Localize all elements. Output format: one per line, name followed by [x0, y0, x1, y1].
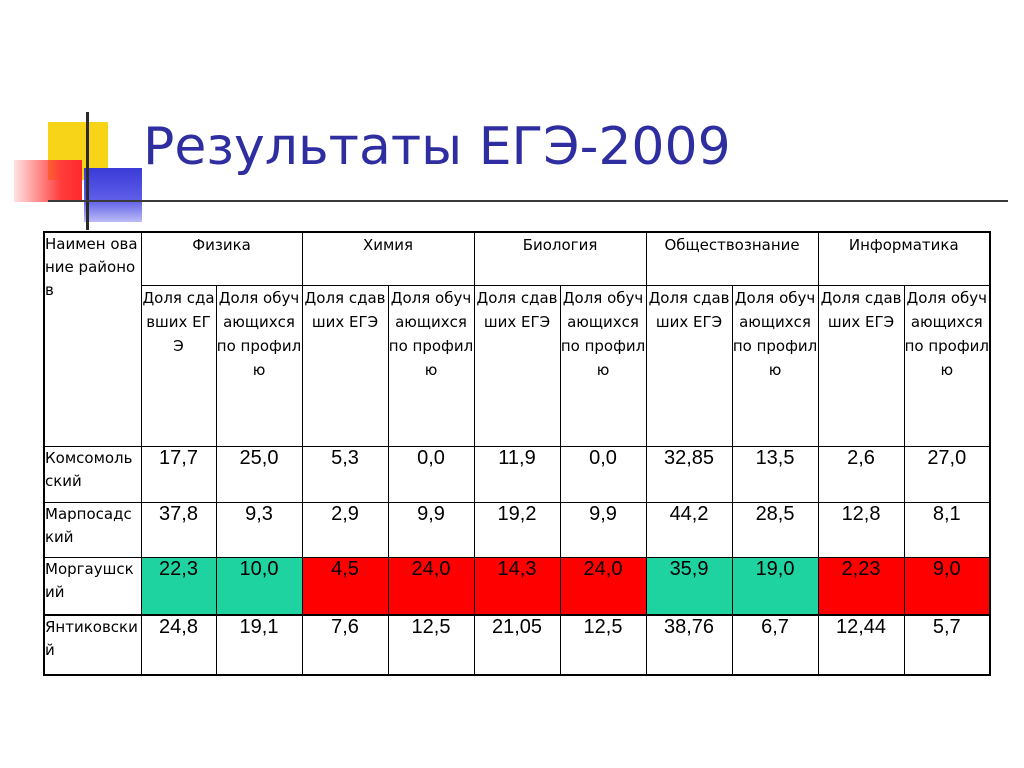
subheader-share-taken: Доля сдавших ЕГЭ: [473, 285, 561, 447]
value-cell: 9,9: [387, 502, 475, 558]
value-cell: 44,2: [645, 502, 733, 558]
value-cell: 38,76: [645, 614, 733, 676]
value-cell: 5,3: [301, 446, 389, 503]
value-cell: 27,0: [903, 446, 991, 503]
logo-blue-square: [84, 168, 142, 222]
value-cell: 7,6: [301, 614, 389, 676]
subject-header: Химия: [301, 231, 475, 286]
subheader-share-profile: Доля обучающихся по профилю: [559, 285, 647, 447]
column-header-district: Наимен ование районов: [43, 231, 142, 447]
table-row: Моргаушский 22,3 10,0 4,5 24,0 14,3 24,0 35,9 19…: [43, 557, 991, 616]
subheader-share-profile: Доля обучающихся по профилю: [387, 285, 475, 447]
value-cell: 13,5: [731, 446, 819, 503]
value-cell: 5,7: [903, 614, 991, 676]
value-cell: 32,85: [645, 446, 733, 503]
subheader-share-taken: Доля сдавших ЕГЭ: [817, 285, 905, 447]
value-cell: 12,44: [817, 614, 905, 676]
subheader-share-taken: Доля сдавших ЕГЭ: [645, 285, 733, 447]
district-name: Марпосадский: [43, 502, 142, 558]
value-cell: 24,8: [140, 614, 217, 676]
table-body: Комсомольский 17,7 25,0 5,3 0,0 11,9 0,0 32,85 1…: [43, 446, 991, 676]
table-row: Марпосадский 37,8 9,3 2,9 9,9 19,2 9,9 44,2 28,5…: [43, 502, 991, 558]
value-cell: 12,5: [559, 614, 647, 676]
table-row: Янтиковский 24,8 19,1 7,6 12,5 21,05 12,5 38,76…: [43, 614, 991, 676]
slide-title: Результаты ЕГЭ-2009: [143, 117, 731, 177]
subject-header: Физика: [140, 231, 303, 286]
district-name: Янтиковский: [43, 614, 142, 676]
value-cell: 17,7: [140, 446, 217, 503]
value-cell: 10,0: [215, 557, 303, 616]
value-cell: 8,1: [903, 502, 991, 558]
value-cell: 0,0: [387, 446, 475, 503]
logo-red-square: [14, 160, 82, 202]
title-underline: [48, 200, 1008, 202]
value-cell: 35,9: [645, 557, 733, 616]
value-cell: 24,0: [559, 557, 647, 616]
subheader-share-profile: Доля обучающихся по профилю: [215, 285, 303, 447]
logo-vertical-line: [86, 112, 89, 230]
value-cell: 9,0: [903, 557, 991, 616]
subheader-share-profile: Доля обучающихся по профилю: [903, 285, 991, 447]
value-cell: 21,05: [473, 614, 561, 676]
value-cell: 22,3: [140, 557, 217, 616]
value-cell: 4,5: [301, 557, 389, 616]
district-name: Моргаушский: [43, 557, 142, 616]
value-cell: 24,0: [387, 557, 475, 616]
subject-header: Информатика: [817, 231, 991, 286]
value-cell: 37,8: [140, 502, 217, 558]
value-cell: 2,9: [301, 502, 389, 558]
value-cell: 25,0: [215, 446, 303, 503]
value-cell: 19,1: [215, 614, 303, 676]
value-cell: 9,9: [559, 502, 647, 558]
value-cell: 12,5: [387, 614, 475, 676]
slide-logo: [0, 0, 160, 230]
results-table: Наимен ование районов Физика Химия Биоло…: [43, 231, 992, 676]
value-cell: 19,0: [731, 557, 819, 616]
value-cell: 19,2: [473, 502, 561, 558]
subject-header: Обществознание: [645, 231, 819, 286]
subject-header: Биология: [473, 231, 647, 286]
value-cell: 14,3: [473, 557, 561, 616]
value-cell: 28,5: [731, 502, 819, 558]
value-cell: 9,3: [215, 502, 303, 558]
subheader-share-taken: Доля сдавших ЕГЭ: [301, 285, 389, 447]
value-cell: 0,0: [559, 446, 647, 503]
value-cell: 11,9: [473, 446, 561, 503]
subheader-share-taken: Доля сдавших ЕГЭ: [140, 285, 217, 447]
subheader-share-profile: Доля обучающихся по профилю: [731, 285, 819, 447]
district-name: Комсомольский: [43, 446, 142, 503]
value-cell: 12,8: [817, 502, 905, 558]
value-cell: 6,7: [731, 614, 819, 676]
value-cell: 2,23: [817, 557, 905, 616]
table-row: Комсомольский 17,7 25,0 5,3 0,0 11,9 0,0 32,85 1…: [43, 446, 991, 503]
value-cell: 2,6: [817, 446, 905, 503]
